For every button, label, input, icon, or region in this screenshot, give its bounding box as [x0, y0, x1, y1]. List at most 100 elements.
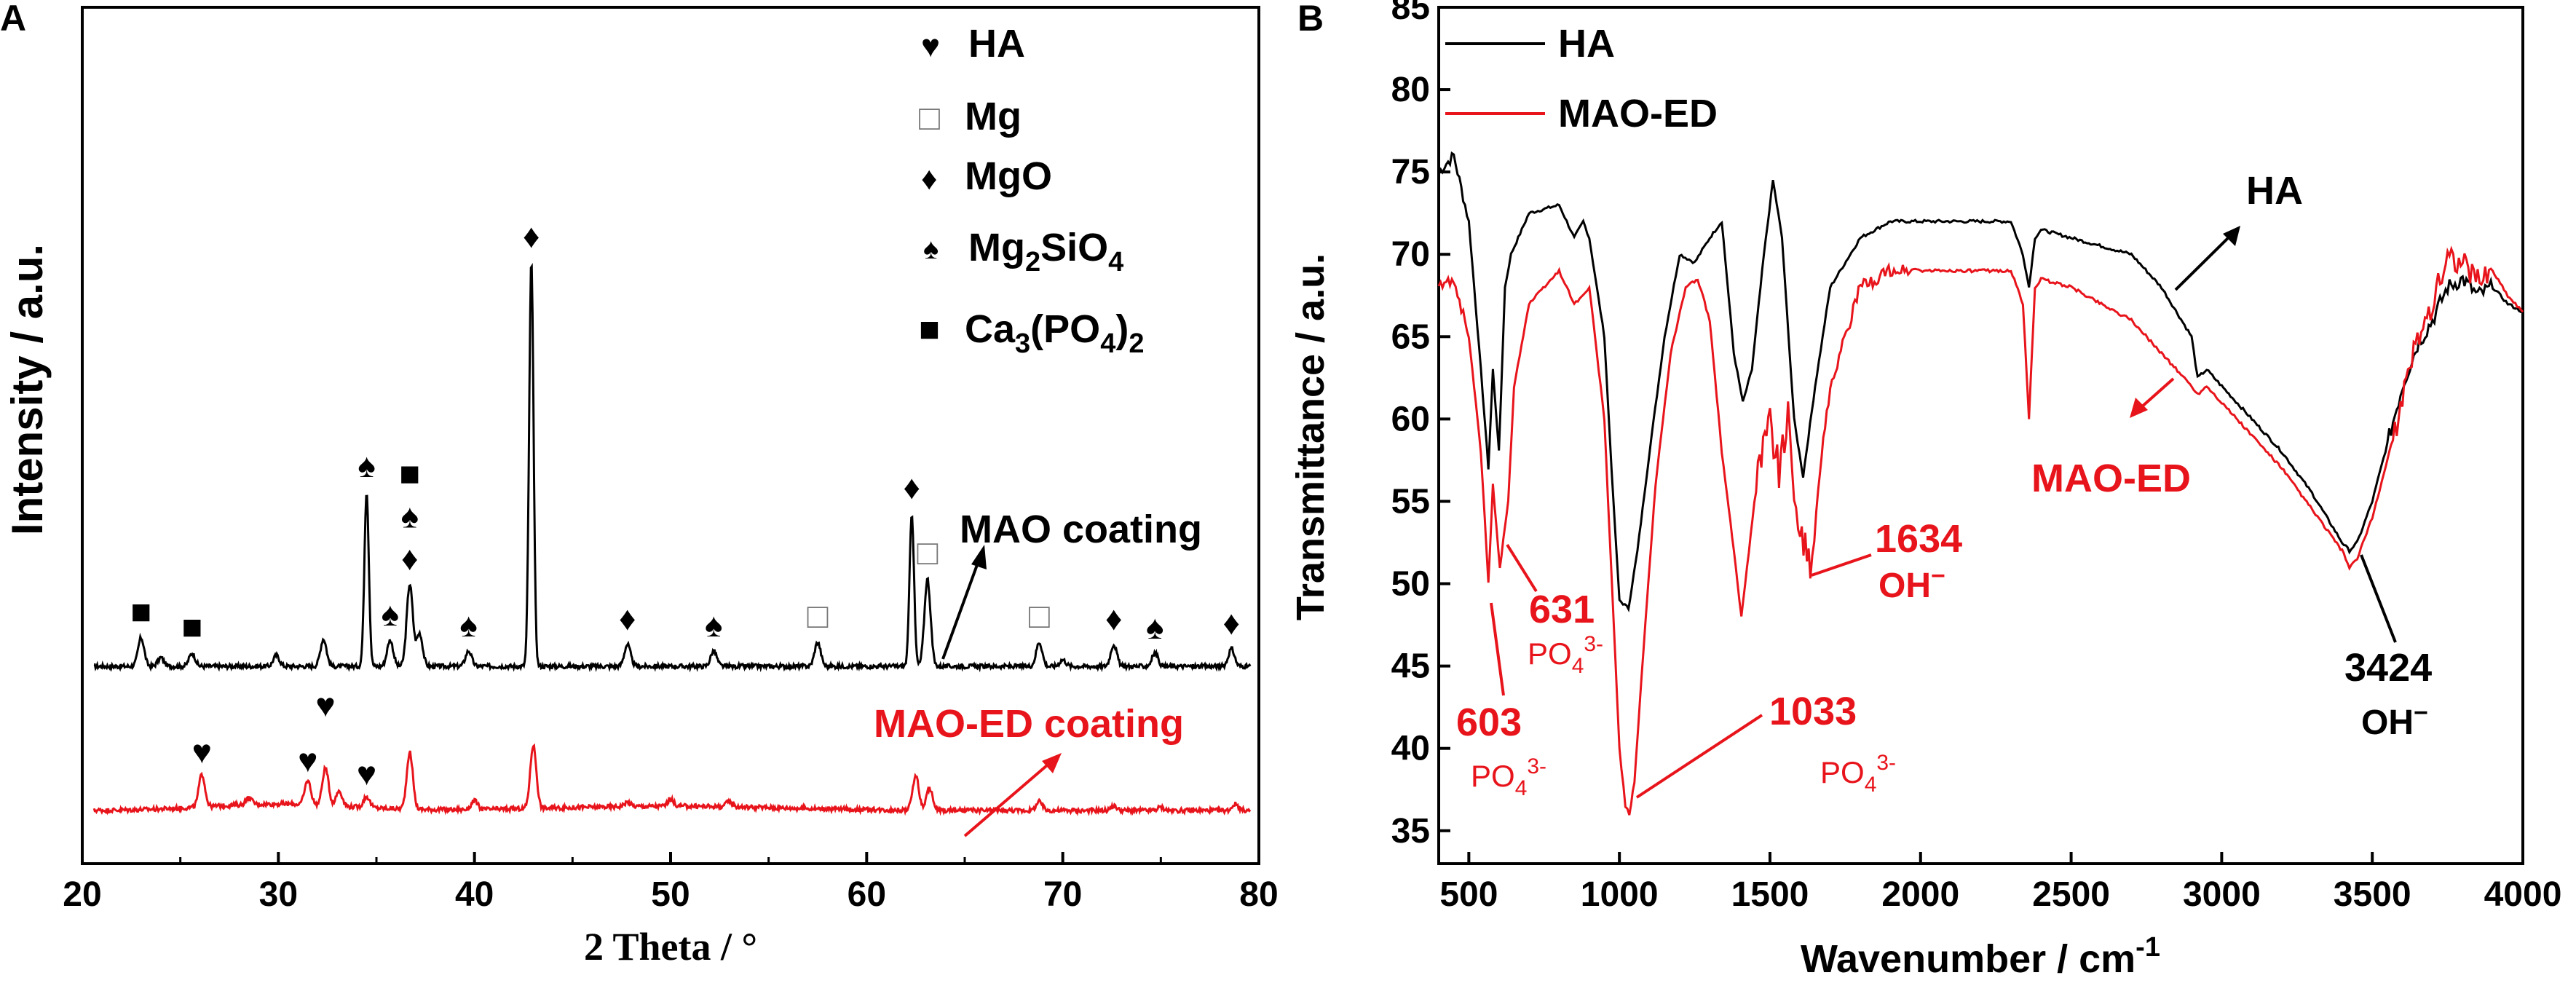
annotation-603: 603 — [1456, 701, 1522, 744]
panel-b-series — [1437, 151, 2524, 816]
annotation-3424: 3424 — [2344, 646, 2432, 690]
legend-label-ha-ftir: HA — [1558, 22, 1615, 66]
annotation-mao-ed-arrowhead — [2130, 398, 2148, 418]
annotation-603-ion: PO43- — [1471, 754, 1546, 800]
ion-po: PO — [1528, 636, 1572, 671]
legend-label-mg2sio4-part2: SiO — [1040, 226, 1108, 269]
series-line-ha — [1437, 151, 2524, 613]
diamond-icon: ♦ — [523, 217, 540, 255]
legend-label-ca3po42-sub3: 2 — [1129, 328, 1144, 359]
legend-label-mgo: MgO — [965, 154, 1052, 198]
panel-b-y-tick-label: 65 — [1391, 318, 1430, 356]
panel-b-x-axis-label-sup: -1 — [2136, 932, 2160, 963]
annotation-1634: 1634 — [1875, 517, 1962, 561]
open-square-icon: □ — [807, 597, 829, 636]
spade-icon: ♠ — [1146, 608, 1163, 646]
panel-b-y-axis-label: Transmittance / a.u. — [1289, 253, 1332, 620]
panel-a: A 20 30 40 50 60 70 80 ■ ■♠♠■♠♦♠♦♦ ♠ □♦□□ ♦ ♠ ♦♥ ♥♥♥ … — [0, 0, 1279, 969]
legend-label-mg: Mg — [965, 95, 1022, 138]
legend-label-mg2sio4-sub2: 4 — [1108, 247, 1123, 277]
legend-item-mg2sio4: ♠ Mg2SiO4 — [923, 226, 1123, 277]
panel-b-x-ticks: 500 1000 1500 2000 2500 3000 3500 4000 — [1439, 852, 2561, 914]
ion-po-sup: 3- — [1527, 754, 1546, 778]
panel-b-y-tick-label: 50 — [1391, 565, 1430, 604]
filled-square-icon: ■ — [181, 608, 202, 647]
diamond-icon: ♦ — [1105, 599, 1122, 637]
panel-b-x-tick-label: 3000 — [2183, 875, 2261, 914]
panel-b-x-tick-label: 1500 — [1731, 875, 1809, 914]
open-square-icon: □ — [919, 99, 940, 138]
diamond-icon: ♦ — [1223, 604, 1240, 642]
panel-a-label: A — [0, 0, 26, 39]
ion-po-sup: 3- — [1876, 751, 1896, 775]
legend-item-ha: ♥ HA — [921, 22, 1025, 66]
panel-a-peak-markers: ■ ■♠♠■♠♦♠♦♦ ♠ □♦□□ ♦ ♠ ♦♥ ♥♥♥ — [130, 217, 1240, 792]
spade-icon: ♠ — [357, 446, 375, 484]
panel-b-x-tick-label: 3500 — [2334, 875, 2411, 914]
annotation-mao-coating-arrowhead — [971, 545, 987, 569]
annotation-3424-ion: OH− — [2361, 699, 2428, 742]
heart-icon: ♥ — [298, 741, 317, 779]
panel-a-x-tick-label: 20 — [63, 875, 101, 914]
ion-po: PO — [1471, 759, 1515, 793]
panel-b-x-axis-label: Wavenumber / cm-1 — [1801, 932, 2160, 981]
panel-a-x-tick-label: 30 — [259, 875, 298, 914]
annotation-631-ion: PO43- — [1528, 632, 1603, 678]
annotation-mao-coating: MAO coating — [960, 508, 1202, 551]
panel-b-plot-frame — [1437, 6, 2524, 865]
heart-icon: ♥ — [315, 686, 335, 724]
annotation-631: 631 — [1529, 588, 1595, 631]
annotation-mao-ed-coating-arrowhead — [1042, 753, 1062, 773]
panel-b: B 500 1000 1500 2000 2500 3000 3500 4000 354045… — [1289, 0, 2561, 981]
legend-label-mao-ed: MAO-ED — [1558, 92, 1718, 135]
ion-po-sub: 4 — [1865, 773, 1877, 797]
panel-a-legend: ♥ HA □ Mg ♦ MgO ♠ Mg2SiO4 ■ Ca3(PO4)2 — [919, 22, 1144, 359]
annotation-1634-ion: OH− — [1878, 562, 1945, 605]
open-square-icon: □ — [1029, 597, 1050, 636]
legend-label-ca3po42-sub2: 4 — [1100, 328, 1115, 359]
legend-item-mg: □ Mg — [919, 95, 1022, 138]
ion-oh: OH — [2361, 703, 2414, 742]
ion-po: PO — [1820, 755, 1865, 789]
diamond-icon: ♦ — [921, 161, 937, 197]
legend-label-mg2sio4-part: Mg — [968, 226, 1025, 269]
panel-a-x-tick-label: 50 — [651, 875, 690, 914]
annotation-mao-ed-coating: MAO-ED coating — [874, 702, 1184, 746]
panel-a-x-tick-label: 80 — [1239, 875, 1278, 914]
legend-label-ca3po42-part3: ) — [1115, 307, 1129, 351]
panel-b-y-tick-label: 60 — [1391, 400, 1430, 438]
ion-po-sup: 3- — [1584, 632, 1603, 656]
panel-b-x-tick-label: 4000 — [2484, 875, 2562, 914]
annotation-mao-coating-arrow — [941, 554, 982, 660]
filled-square-icon: ■ — [919, 310, 940, 349]
panel-b-legend: HA MAO-ED — [1445, 22, 1718, 135]
series-line-mao-coating — [93, 263, 1252, 673]
legend-label-ca3po42: Ca3(PO4)2 — [965, 307, 1144, 359]
annotation-3424-line — [2360, 554, 2397, 643]
legend-item-mgo: ♦ MgO — [921, 154, 1052, 198]
panel-b-y-tick-label: 45 — [1391, 647, 1430, 686]
annotation-1033: 1033 — [1769, 690, 1857, 733]
panel-a-x-axis-label: 2 Theta / ° — [584, 925, 757, 969]
panel-a-series — [92, 263, 1252, 816]
annotation-mao-ed-arrow — [2139, 377, 2175, 409]
filled-square-icon: ■ — [399, 455, 420, 494]
spade-icon: ♠ — [705, 606, 722, 644]
panel-b-y-tick-label: 70 — [1391, 235, 1430, 274]
annotation-mao-ed: MAO-ED — [2031, 457, 2191, 500]
heart-icon: ♥ — [192, 733, 212, 770]
legend-label-ha: HA — [968, 22, 1025, 66]
heart-icon: ♥ — [357, 754, 376, 792]
annotation-1634-line — [1811, 553, 1872, 577]
panel-a-x-tick-label: 70 — [1043, 875, 1082, 914]
panel-a-x-ticks: 20 30 40 50 60 70 80 — [63, 852, 1279, 914]
panel-b-y-tick-label: 75 — [1391, 153, 1430, 192]
panel-b-y-tick-label: 55 — [1391, 482, 1430, 521]
spade-icon: ♠ — [459, 606, 477, 644]
panel-b-x-axis-label-text: Wavenumber / cm — [1801, 937, 2136, 981]
ion-oh-sup: − — [2414, 699, 2428, 727]
ion-oh: OH — [1878, 567, 1931, 605]
panel-b-label: B — [1297, 0, 1324, 39]
spade-icon: ♠ — [382, 595, 399, 633]
